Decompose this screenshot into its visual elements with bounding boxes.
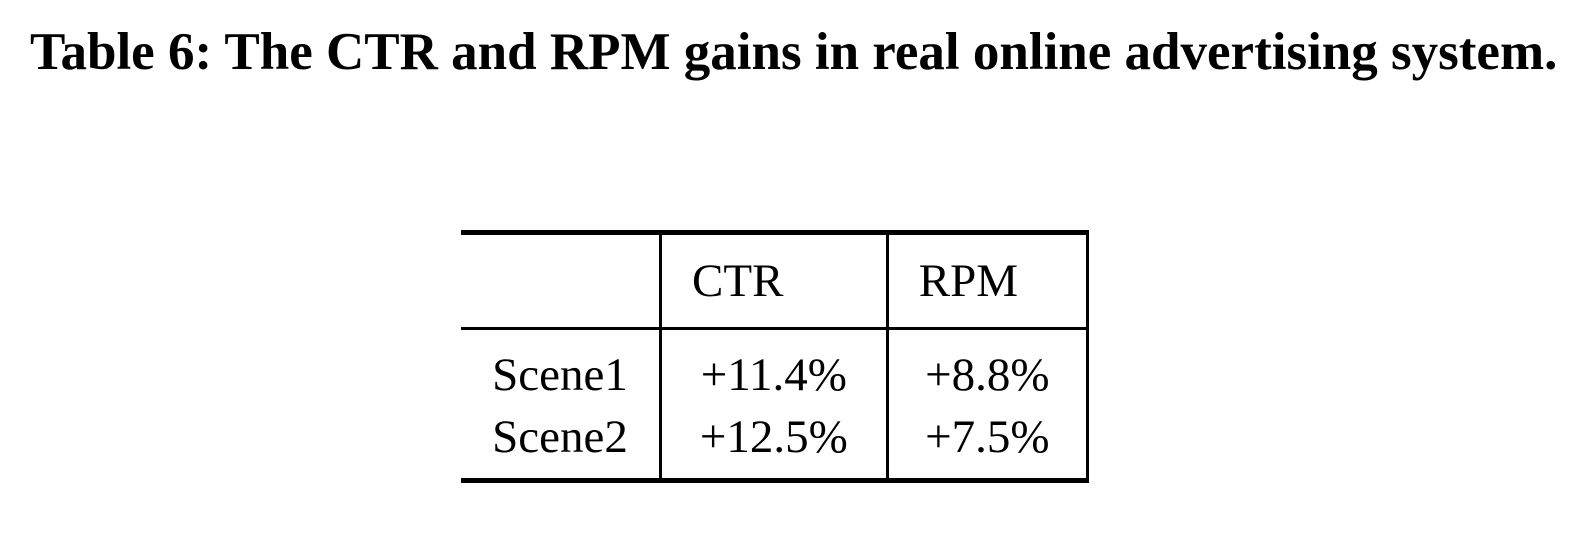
table-body: Scene1 +11.4% +8.8% Scene2 +12.5% +7.5% [461, 328, 1090, 481]
table-row: Scene2 +12.5% +7.5% [461, 406, 1090, 481]
table-caption: Table 6: The CTR and RPM gains in real o… [30, 23, 1558, 81]
row-label: Scene1 [461, 328, 663, 406]
header-row: CTR RPM [461, 232, 1090, 329]
header-cell-ctr: CTR [660, 232, 889, 329]
table-row: Scene1 +11.4% +8.8% [461, 328, 1090, 406]
header-cell-empty [461, 232, 663, 329]
header-cell-rpm: RPM [887, 232, 1090, 329]
rpm-value: +8.8% [887, 328, 1090, 406]
table-header: CTR RPM [461, 232, 1090, 329]
results-table: CTR RPM Scene1 +11.4% +8.8% Scene2 +12.5… [461, 230, 1090, 483]
ctr-value: +12.5% [660, 406, 889, 481]
rpm-value: +7.5% [887, 406, 1090, 481]
row-label: Scene2 [461, 406, 663, 481]
ctr-value: +11.4% [660, 328, 889, 406]
results-table-container: CTR RPM Scene1 +11.4% +8.8% Scene2 +12.5… [461, 230, 1090, 483]
